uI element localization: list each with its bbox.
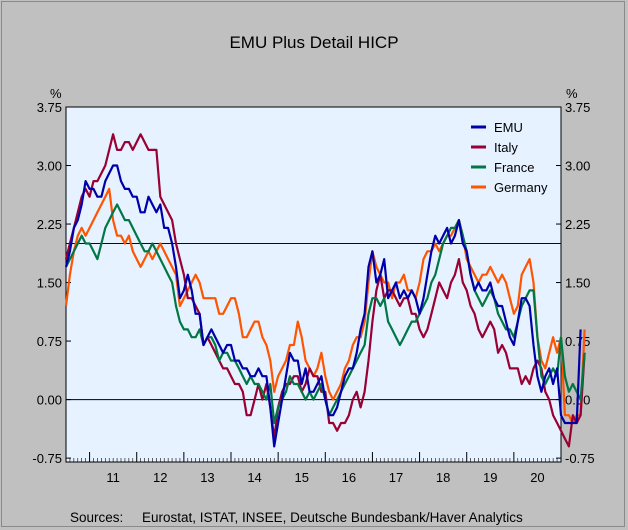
y-tick-label-left: 2.25 (37, 217, 62, 232)
x-tick-label: 15 (294, 470, 308, 485)
x-tick-label: 14 (247, 470, 261, 485)
x-tick-label: 18 (436, 470, 450, 485)
series-line-germany (64, 187, 586, 425)
x-tick-label: 19 (483, 470, 497, 485)
legend-label-italy: Italy (494, 140, 518, 155)
y-tick-label-left: 0.75 (37, 334, 62, 349)
y-tick-label-right: 2.25 (565, 217, 590, 232)
y-tick-label-right: 0.75 (565, 334, 590, 349)
y-tick-label-left: -0.75 (32, 451, 62, 466)
y-unit-right: % (566, 86, 578, 101)
x-tick-label: 16 (342, 470, 356, 485)
y-tick-label-right: 3.00 (565, 159, 590, 174)
x-tick-label: 20 (530, 470, 544, 485)
x-tick-label: 12 (153, 470, 167, 485)
y-tick-label-right: -0.75 (565, 451, 595, 466)
legend: EMU Italy France Germany (471, 120, 548, 195)
legend-label-france: France (494, 160, 534, 175)
series-line-emu (64, 164, 582, 448)
y-tick-label-left: 0.00 (37, 393, 62, 408)
x-tick-label: 13 (200, 470, 214, 485)
series-lines (64, 133, 586, 448)
legend-label-emu: EMU (494, 120, 523, 135)
plot-area (65, 106, 562, 463)
y-unit-left: % (50, 86, 62, 101)
source-note: Sources: Eurostat, ISTAT, INSEE, Deutsch… (70, 510, 523, 525)
x-tick-label: 11 (106, 470, 120, 485)
chart-title: EMU Plus Detail HICP (229, 33, 398, 52)
series-line-italy (64, 133, 586, 448)
y-tick-label-right: 3.75 (565, 100, 590, 115)
x-axis: 11 12 13 14 15 16 17 18 19 20 (65, 452, 562, 485)
y-axis-right: 3.753.002.251.500.750.00-0.75 (556, 100, 595, 466)
y-tick-label-left: 1.50 (37, 276, 62, 291)
y-tick-label-left: 3.00 (37, 159, 62, 174)
y-tick-label-right: 1.50 (565, 276, 590, 291)
legend-label-germany: Germany (494, 180, 548, 195)
x-tick-label: 17 (389, 470, 403, 485)
y-tick-label-left: 3.75 (37, 100, 62, 115)
y-axis-left: 3.75 3.00 2.25 1.50 0.75 0.00 -0.75 (32, 100, 71, 466)
